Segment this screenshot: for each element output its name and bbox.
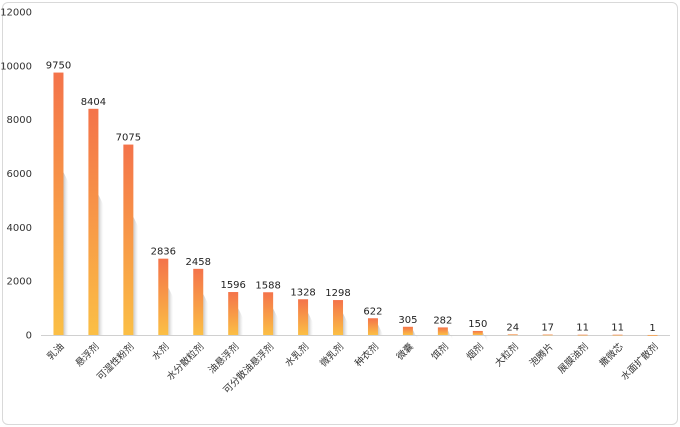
bar-shadow: [412, 329, 418, 340]
category-label: 乳油: [45, 341, 67, 363]
category-label: 种衣剂: [352, 341, 381, 370]
y-tick-label: 4000: [7, 223, 32, 234]
category-label: 油悬浮剂: [206, 341, 241, 376]
data-label: 9750: [46, 61, 71, 72]
bar-shadow: [447, 330, 453, 341]
category-label: 悬浮剂: [73, 341, 102, 370]
bar: [437, 327, 448, 335]
category-label: 水分散粒剂: [164, 341, 206, 383]
bar-shadow: [168, 287, 174, 335]
bar: [577, 334, 588, 336]
category-labels: 乳油 悬浮剂可湿性粉剂 水剂水分散粒剂 油悬浮剂可分散油悬浮剂 水乳剂 微乳剂 种衣剂 微囊饵…: [45, 340, 661, 396]
data-label: 282: [433, 315, 452, 326]
bar: [123, 144, 134, 335]
bar: [53, 72, 64, 335]
bar-shadow: [133, 216, 139, 335]
data-label: 24: [506, 322, 519, 333]
data-label: 1298: [325, 288, 350, 299]
data-label: 150: [468, 319, 487, 330]
bar-shadow: [63, 172, 69, 335]
y-tick-label: 6000: [7, 169, 32, 180]
data-label: 7075: [116, 133, 141, 144]
category-label: 水剂: [149, 341, 171, 363]
y-axis-ticks: 0 2000 4000 6000 8000 10000 12000: [0, 8, 32, 342]
bar: [88, 108, 99, 336]
bar: [542, 334, 553, 336]
data-label: 2458: [186, 257, 211, 268]
bar: [193, 268, 204, 335]
data-label: 305: [398, 315, 417, 326]
bar-shadow: [238, 308, 244, 335]
data-label: 1596: [220, 280, 245, 291]
category-label: 微囊: [394, 340, 416, 362]
bar-shadow: [203, 293, 209, 335]
data-label: 17: [541, 323, 554, 334]
category-label: 水乳剂: [283, 341, 312, 370]
bar-shadow: [98, 194, 104, 335]
category-label: 烟剂: [464, 341, 486, 363]
category-label: 展膜油剂: [555, 341, 590, 376]
bar: [612, 334, 623, 336]
bar: [367, 318, 378, 335]
bar-shadow: [482, 332, 488, 343]
bar: [402, 326, 413, 335]
category-label: 大粒剂: [492, 341, 521, 370]
bar: [647, 334, 658, 336]
category-label: 可湿性粉剂: [94, 341, 136, 383]
bar: [158, 258, 169, 335]
y-tick-label: 10000: [0, 61, 32, 72]
bar: [298, 299, 309, 335]
y-tick-label: 2000: [7, 277, 32, 288]
data-label: 1588: [255, 280, 280, 291]
data-label: 1: [649, 323, 655, 334]
category-label: 泡腾片: [527, 341, 556, 370]
category-label: 微乳剂: [318, 341, 347, 370]
data-label: 2836: [151, 247, 176, 258]
bar-shadow: [377, 324, 383, 335]
bar: [263, 292, 274, 335]
data-label: 11: [611, 323, 624, 334]
category-label: 撒微芯: [597, 340, 626, 369]
data-label: 1328: [290, 287, 315, 298]
data-label: 11: [576, 323, 589, 334]
data-label: 8404: [81, 97, 106, 108]
y-tick-label: 8000: [7, 115, 32, 126]
data-label: 622: [363, 306, 382, 317]
bar-shadow: [343, 313, 349, 335]
y-tick-label: 12000: [0, 8, 32, 19]
bars: [53, 72, 658, 336]
data-labels: 9750 8404 7075 2836 2458 1596 1588 1328 1298 622 3…: [46, 61, 656, 334]
bar: [472, 330, 483, 335]
bar: [228, 292, 239, 335]
category-label: 饵剂: [429, 341, 451, 363]
y-tick-label: 0: [26, 331, 32, 342]
bar: [507, 334, 518, 336]
bar-shadow: [273, 308, 279, 335]
category-label: 水面扩散剂: [619, 341, 661, 383]
bar-shadows: [63, 172, 488, 343]
bar: [333, 300, 344, 335]
bar-shadow: [308, 312, 314, 335]
